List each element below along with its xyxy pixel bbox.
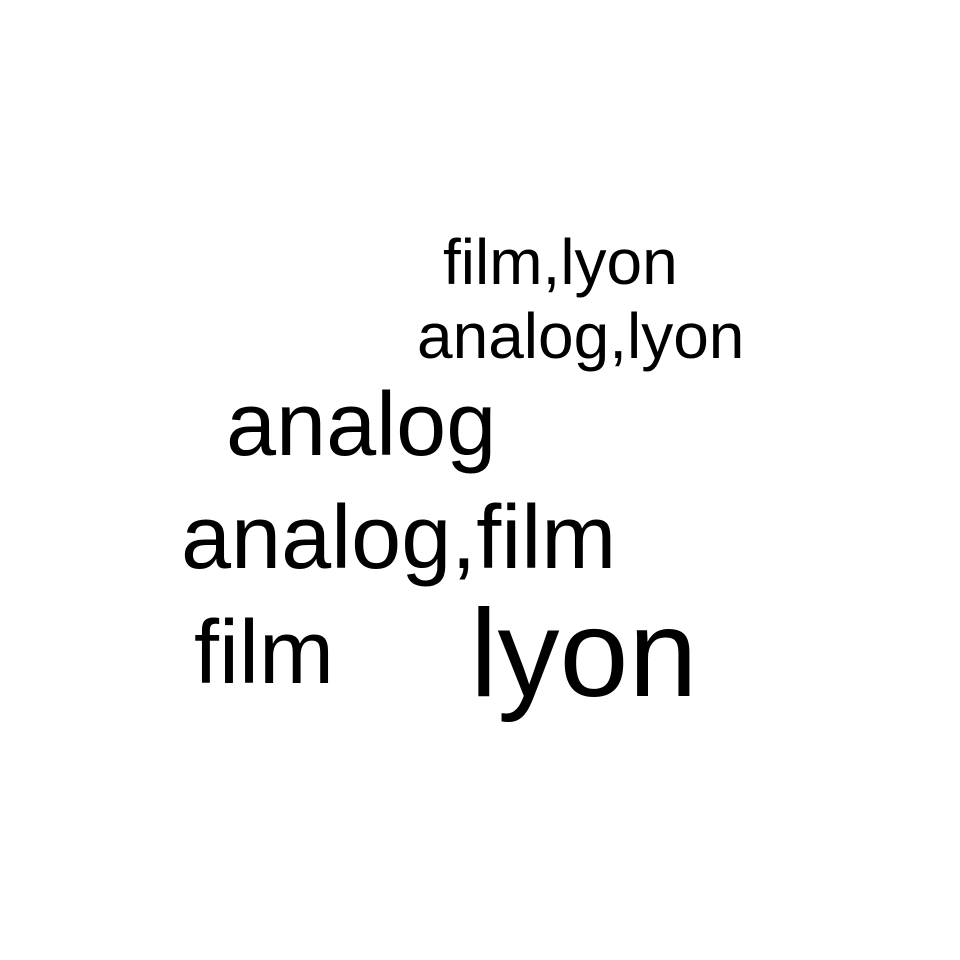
word-analog-lyon: analog,lyon	[417, 300, 745, 372]
word-film: film	[194, 603, 334, 703]
word-lyon: lyon	[470, 585, 698, 723]
word-analog: analog	[226, 375, 497, 475]
word-analog-film: analog,film	[181, 488, 617, 588]
word-film-lyon: film,lyon	[443, 226, 678, 298]
